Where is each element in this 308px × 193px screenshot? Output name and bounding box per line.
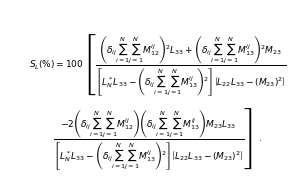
Text: $\left.\dfrac{-2\left(\delta_{ij}\sum_{i=1}^{N}\sum_{j=1}^{N}M_{12}^{ij}\right)\: $\left.\dfrac{-2\left(\delta_{ij}\sum_{i… [53,106,262,172]
Text: $S_L(\%) = 100\left[\dfrac{\left(\delta_{ij}\sum_{i=1}^{N}\sum_{j=1}^{N}M_{12}^{: $S_L(\%) = 100\left[\dfrac{\left(\delta_… [29,32,287,97]
